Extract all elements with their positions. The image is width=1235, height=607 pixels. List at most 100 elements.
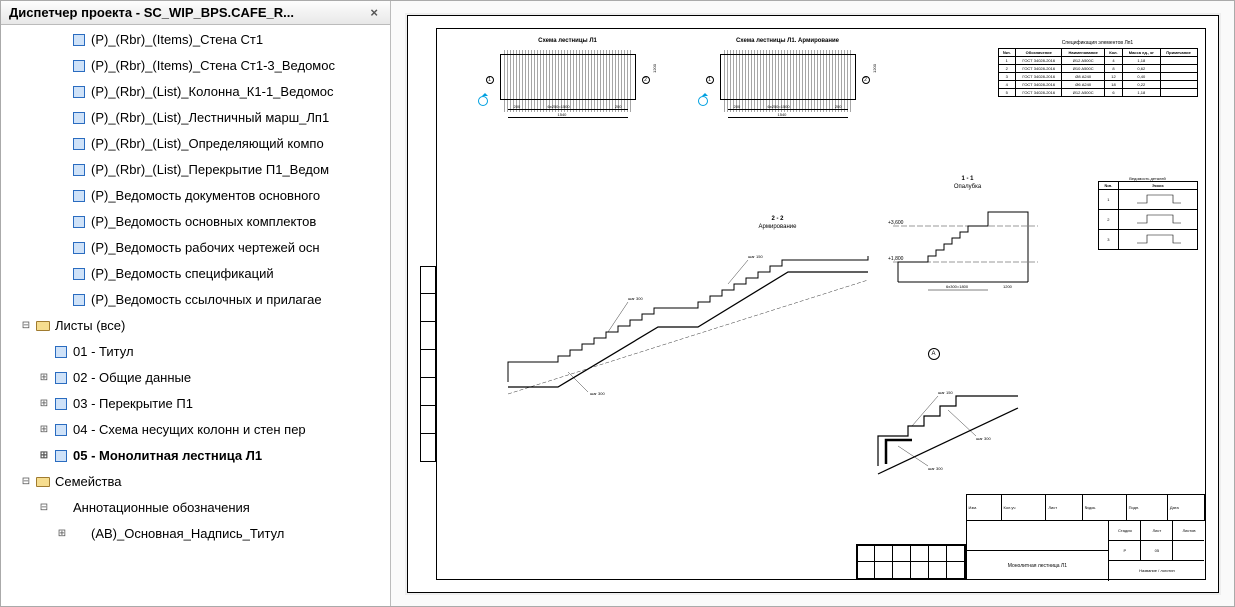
revision-grid bbox=[856, 544, 966, 580]
bend-schedule-caption: Ведомость деталей bbox=[1098, 176, 1198, 181]
tree-item[interactable]: (Р)_Ведомость спецификаций bbox=[1, 261, 390, 287]
tree-item[interactable]: (Р)_(Rbr)_(List)_Перекрытие П1_Ведом bbox=[1, 157, 390, 183]
section-mark-icon bbox=[698, 96, 708, 106]
folder-icon bbox=[35, 318, 51, 334]
titleblock-sheets-header: Листов bbox=[1173, 521, 1204, 540]
tree-item-label: (Р)_Ведомость спецификаций bbox=[91, 263, 274, 285]
drawing-canvas[interactable]: Схема лестницы Л1 1 2 200 6x250=1500 200… bbox=[391, 1, 1234, 606]
tree-item[interactable]: (Р)_Ведомость ссылочных и прилагае bbox=[1, 287, 390, 313]
titleblock-stage-value: Р bbox=[1109, 541, 1141, 560]
tree-item[interactable]: ⊟ Аннотационные обозначения bbox=[1, 495, 390, 521]
tree-item[interactable]: 01 - Титул bbox=[1, 339, 390, 365]
svg-text:шаг 300: шаг 300 bbox=[928, 466, 943, 471]
node-icon bbox=[71, 526, 87, 542]
sheet-icon bbox=[71, 188, 87, 204]
tree-item-label: 02 - Общие данные bbox=[73, 367, 191, 389]
tree-item-label: Листы (все) bbox=[55, 315, 125, 337]
sheet-icon bbox=[71, 214, 87, 230]
expand-icon[interactable]: ⊞ bbox=[37, 393, 51, 415]
sheet-icon bbox=[53, 396, 69, 412]
svg-text:1200: 1200 bbox=[1003, 284, 1013, 289]
tree-item-label: (Р)_(Rbr)_(List)_Определяющий компо bbox=[91, 133, 324, 155]
plan-view: Схема лестницы Л1 1 2 200 6x250=1500 200… bbox=[488, 38, 648, 116]
section-2-2-drawing: шаг 300 шаг 150 шаг 300 bbox=[498, 232, 878, 402]
tree-item[interactable]: ⊞ 02 - Общие данные bbox=[1, 365, 390, 391]
svg-text:6x300=1800: 6x300=1800 bbox=[946, 284, 969, 289]
section-1-1: 1 - 1 Опалубка +3,600 +1,800 6x300=1800 … bbox=[888, 176, 1048, 192]
collapse-icon[interactable]: ⊟ bbox=[19, 471, 33, 493]
plan-title: Схема лестницы Л1. Армирование bbox=[708, 38, 868, 44]
titleblock-sheet-value: 05 bbox=[1141, 541, 1173, 560]
node-icon bbox=[53, 500, 69, 516]
specification-table: Спецификация элементов Лп1 №п.Обозначени… bbox=[998, 40, 1198, 97]
section-mark-icon bbox=[478, 96, 488, 106]
section-2-2-subtitle: Армирование bbox=[678, 224, 878, 230]
sheet-icon bbox=[71, 32, 87, 48]
tree-item-label: (Р)_Ведомость документов основного bbox=[91, 185, 320, 207]
expand-icon[interactable]: ⊞ bbox=[37, 445, 51, 467]
tree-item[interactable]: (Р)_(Rbr)_(List)_Определяющий компо bbox=[1, 131, 390, 157]
tree-item-label: (Р)_(Rbr)_(Items)_Стена Ст1-3_Ведомос bbox=[91, 55, 335, 77]
tree-item[interactable]: (Р)_Ведомость документов основного bbox=[1, 183, 390, 209]
sheet-icon bbox=[53, 448, 69, 464]
sheet-icon bbox=[71, 58, 87, 74]
section-2-2: 2 - 2 Армирование шаг 300 шаг 150 шаг 30… bbox=[498, 216, 878, 232]
folder-icon bbox=[35, 474, 51, 490]
project-tree[interactable]: (Р)_(Rbr)_(Items)_Стена Ст1 (Р)_(Rbr)_(It… bbox=[1, 25, 390, 606]
tree-item-label: Аннотационные обозначения bbox=[73, 497, 250, 519]
detail-a-view: шаг 150 шаг 300 шаг 300 bbox=[868, 366, 1028, 489]
collapse-icon[interactable]: ⊟ bbox=[37, 497, 51, 519]
section-1-1-subtitle: Опалубка bbox=[888, 184, 1048, 190]
tree-item[interactable]: (Р)_Ведомость рабочих чертежей осн bbox=[1, 235, 390, 261]
tree-item-label: 03 - Перекрытие П1 bbox=[73, 393, 193, 415]
tree-item-label: (Р)_Ведомость ссылочных и прилагае bbox=[91, 289, 322, 311]
tree-item[interactable]: (Р)_(Rbr)_(Items)_Стена Ст1-3_Ведомос bbox=[1, 53, 390, 79]
tree-item-label: (Р)_Ведомость рабочих чертежей осн bbox=[91, 237, 320, 259]
svg-text:шаг 300: шаг 300 bbox=[628, 296, 643, 301]
panel-title: Диспетчер проекта - SC_WIP_BPS.CAFE_R... bbox=[9, 5, 294, 20]
detail-a-marker: А bbox=[928, 348, 940, 360]
svg-text:шаг 300: шаг 300 bbox=[590, 391, 605, 396]
section-2-2-title: 2 - 2 bbox=[771, 216, 783, 222]
section-1-1-drawing: +3,600 +1,800 6x300=1800 1200 bbox=[888, 192, 1048, 302]
titleblock-stage-header: Стадия bbox=[1109, 521, 1141, 540]
tree-item-label: (Р)_(Rbr)_(List)_Лестничный марш_Лп1 bbox=[91, 107, 329, 129]
tree-item[interactable]: ⊞(АВ)_Основная_Надпись_Титул bbox=[1, 521, 390, 547]
expand-icon[interactable]: ⊞ bbox=[37, 367, 51, 389]
expand-icon[interactable]: ⊞ bbox=[55, 523, 69, 545]
tree-item[interactable]: ⊟ Листы (все) bbox=[1, 313, 390, 339]
expand-icon[interactable]: ⊞ bbox=[37, 419, 51, 441]
svg-text:+1,800: +1,800 bbox=[888, 256, 904, 262]
tree-item[interactable]: (Р)_(Rbr)_(Items)_Стена Ст1 bbox=[1, 27, 390, 53]
sheet-icon bbox=[71, 110, 87, 126]
tree-item[interactable]: ⊞05 - Монолитная лестница Л1 bbox=[1, 443, 390, 469]
project-browser-panel: Диспетчер проекта - SC_WIP_BPS.CAFE_R...… bbox=[1, 1, 391, 606]
titleblock-project bbox=[967, 521, 1109, 552]
sheet-icon bbox=[53, 370, 69, 386]
sheet-paper: Схема лестницы Л1 1 2 200 6x250=1500 200… bbox=[407, 15, 1219, 593]
sheet-icon bbox=[71, 84, 87, 100]
sheet-icon bbox=[71, 162, 87, 178]
sheet-icon bbox=[71, 266, 87, 282]
svg-text:шаг 150: шаг 150 bbox=[748, 254, 763, 259]
bend-schedule-table: Ведомость деталей №п.Эскиз123 bbox=[1098, 176, 1198, 250]
tree-item[interactable]: ⊟Семейства bbox=[1, 469, 390, 495]
tree-item[interactable]: ⊞ 04 - Схема несущих колонн и стен пер bbox=[1, 417, 390, 443]
titleblock-logo: Название / логотип bbox=[1109, 561, 1204, 580]
sheet-icon bbox=[71, 136, 87, 152]
sheet-icon bbox=[71, 240, 87, 256]
tree-item[interactable]: (Р)_Ведомость основных комплектов bbox=[1, 209, 390, 235]
sheet-icon bbox=[71, 292, 87, 308]
tree-item-label: (Р)_(Rbr)_(List)_Колонна_К1-1_Ведомос bbox=[91, 81, 334, 103]
tree-item-label: 04 - Схема несущих колонн и стен пер bbox=[73, 419, 306, 441]
tree-item[interactable]: ⊞ 03 - Перекрытие П1 bbox=[1, 391, 390, 417]
tree-item[interactable]: (Р)_(Rbr)_(List)_Колонна_К1-1_Ведомос bbox=[1, 79, 390, 105]
tree-item-label: (Р)_(Rbr)_(Items)_Стена Ст1 bbox=[91, 29, 263, 51]
tree-item[interactable]: (Р)_(Rbr)_(List)_Лестничный марш_Лп1 bbox=[1, 105, 390, 131]
sheet-icon bbox=[53, 344, 69, 360]
collapse-icon[interactable]: ⊟ bbox=[19, 315, 33, 337]
panel-close-button[interactable]: × bbox=[366, 5, 382, 20]
binding-margin-table bbox=[420, 266, 436, 462]
svg-text:+3,600: +3,600 bbox=[888, 220, 904, 226]
section-1-1-title: 1 - 1 bbox=[961, 176, 973, 182]
